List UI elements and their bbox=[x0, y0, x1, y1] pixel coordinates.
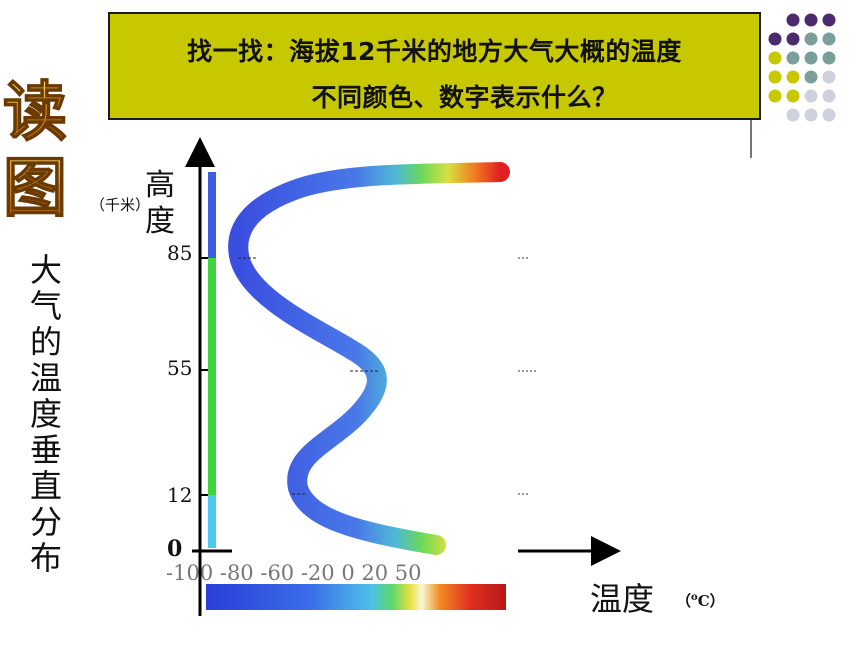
decorative-dot bbox=[804, 108, 818, 122]
y-tick-55: 55 bbox=[167, 356, 193, 380]
side-title-char: 温 bbox=[29, 359, 62, 397]
decorative-dot bbox=[768, 51, 782, 65]
decorative-dot bbox=[822, 89, 836, 103]
side-title-char: 的 bbox=[29, 323, 62, 361]
side-title-char: 气 bbox=[29, 287, 62, 325]
decorative-dot bbox=[786, 89, 800, 103]
side-title-vertical: 大气的温度垂直分布 bbox=[28, 252, 64, 576]
decorative-dot bbox=[804, 89, 818, 103]
decorative-dot bbox=[786, 51, 800, 65]
origin-zero-label: 0 bbox=[167, 536, 183, 562]
decorative-dot bbox=[804, 32, 818, 46]
decorative-dot bbox=[804, 70, 818, 84]
side-title-char: 直 bbox=[29, 467, 62, 505]
temperature-color-scale bbox=[206, 584, 506, 610]
side-title-char: 布 bbox=[29, 539, 62, 577]
badge-char-map: 图 bbox=[3, 152, 67, 222]
x-axis-label: 温度 bbox=[590, 580, 655, 618]
x-tick-labels: -100 -80 -60 -20 0 20 50 bbox=[166, 561, 422, 585]
layer-band-thermosphere bbox=[208, 172, 216, 258]
decorative-dot bbox=[768, 70, 782, 84]
decorative-dot bbox=[786, 108, 800, 122]
decorative-dot-grid bbox=[768, 13, 836, 122]
x-axis-unit: （oC） bbox=[676, 592, 725, 610]
y-axis-label: 高度 bbox=[145, 168, 181, 240]
decorative-dot bbox=[768, 89, 782, 103]
decorative-dot bbox=[786, 70, 800, 84]
decorative-dot bbox=[822, 13, 836, 27]
decorative-dot bbox=[804, 13, 818, 27]
decorative-dot bbox=[822, 32, 836, 46]
decorative-dot bbox=[822, 51, 836, 65]
decorative-dot bbox=[786, 13, 800, 27]
layer-band-troposphere bbox=[208, 495, 216, 548]
side-title-char: 度 bbox=[29, 395, 62, 433]
y-tick-12: 12 bbox=[167, 483, 193, 507]
decorative-dot bbox=[804, 51, 818, 65]
decorative-dot bbox=[786, 32, 800, 46]
divider-line bbox=[750, 120, 752, 158]
side-title-char: 分 bbox=[29, 503, 62, 541]
y-axis-label-char: 度 bbox=[145, 204, 175, 239]
question-box: 找一找：海拔12千米的地方大气大概的温度 不同颜色、数字表示什么？ bbox=[108, 12, 761, 120]
decorative-dot bbox=[822, 70, 836, 84]
question-line-1: 找一找：海拔12千米的地方大气大概的温度 bbox=[187, 37, 682, 66]
decorative-dot bbox=[768, 32, 782, 46]
layer-band-middle bbox=[208, 258, 216, 495]
y-axis-unit: （千米） bbox=[90, 196, 151, 214]
side-title-char: 垂 bbox=[29, 431, 62, 469]
read-map-badge: 读 图 bbox=[2, 75, 68, 222]
decorative-dot bbox=[822, 108, 836, 122]
question-line-2: 不同颜色、数字表示什么？ bbox=[311, 83, 618, 112]
temperature-curve bbox=[228, 162, 510, 555]
y-axis-label-char: 高 bbox=[145, 168, 175, 203]
side-title-char: 大 bbox=[29, 251, 62, 289]
badge-char-read: 读 bbox=[3, 76, 67, 150]
y-tick-85: 85 bbox=[167, 241, 193, 265]
